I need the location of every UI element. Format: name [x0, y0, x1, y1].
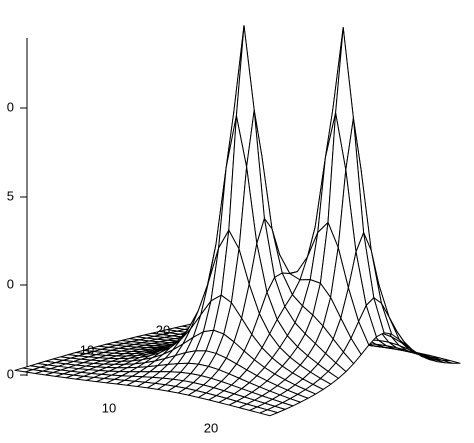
surface-cell [259, 409, 279, 417]
x-tick-label: 20 [204, 420, 218, 435]
z-tick-label: 5 [7, 188, 14, 203]
y-tick-label: 10 [80, 342, 94, 357]
y-tick-label: 20 [156, 322, 170, 337]
x-tick-label: 10 [102, 400, 116, 415]
z-tick-label: 0 [7, 366, 14, 381]
z-tick-label: 0 [7, 99, 14, 114]
z-tick-label: 0 [7, 276, 14, 291]
